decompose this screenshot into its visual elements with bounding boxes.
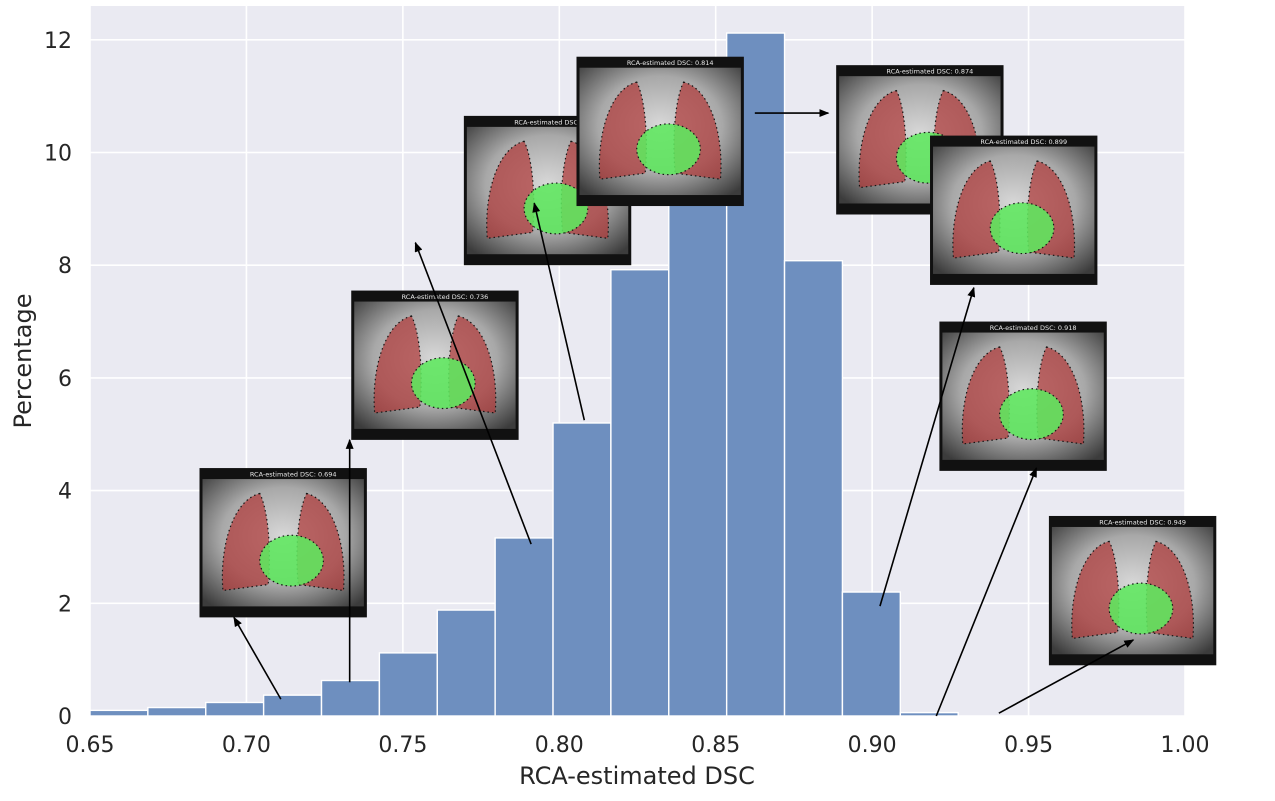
histogram-bar (147, 706, 207, 717)
x-tick-label: 0.85 (691, 733, 740, 758)
heart-overlay (259, 534, 324, 587)
histogram-bar (262, 694, 323, 717)
thumbnail-caption: RCA-estimated DSC: 0.736 (402, 293, 489, 301)
annotation-arrow (935, 467, 1038, 717)
histogram-bar (320, 679, 381, 717)
y-tick-label: 6 (58, 367, 72, 392)
thumbnail-caption: RCA-estimated DSC: 0.694 (250, 471, 337, 479)
heart-overlay (989, 202, 1055, 255)
thumbnail-caption: RCA-estimated DSC: 0.899 (980, 138, 1067, 146)
thumbnail-caption: RCA-estimated DSC: 0.949 (1099, 518, 1186, 526)
x-tick-label: 0.95 (1004, 733, 1053, 758)
annotation-arrow (233, 616, 282, 700)
annotation-arrows (233, 109, 1135, 717)
annotation-arrow (879, 286, 976, 607)
histogram-bar (378, 652, 438, 717)
thumbnail-caption: RCA-estimated DSC: 0.918 (990, 324, 1077, 332)
histogram-bar (783, 259, 844, 717)
histogram-bar (841, 591, 902, 717)
xray-thumbnail: RCA-estimated DSC: 0.694 (199, 468, 367, 618)
x-tick-label: 0.80 (535, 733, 584, 758)
xray-thumbnail: RCA-estimated DSC: 0.814 (576, 56, 744, 207)
xray-thumbnail: RCA-estimated DSC: 0.736 (351, 290, 519, 440)
thumbnail-caption: RCA-estimated DSC: 0.786 (514, 118, 601, 126)
annotation-arrow (532, 202, 586, 421)
xray-thumbnail: RCA-estimated DSC: 0.949 (1048, 515, 1217, 666)
histogram-bar (205, 701, 265, 717)
thumbnail-caption: RCA-estimated DSC: 0.874 (887, 68, 974, 76)
heart-overlay (999, 388, 1064, 441)
histogram-bar (899, 711, 959, 717)
y-tick-label: 12 (44, 29, 72, 54)
heart-overlay (523, 182, 589, 235)
y-tick-label: 2 (58, 592, 72, 617)
y-tick-label: 8 (58, 254, 72, 279)
lung-overlay (221, 492, 270, 592)
heart-overlay (1108, 582, 1174, 635)
lung-overlay (373, 315, 422, 414)
histogram-bars (89, 32, 959, 717)
lung-overlay (1071, 540, 1120, 640)
x-tick-label: 0.70 (222, 733, 271, 758)
histogram-bar (436, 609, 496, 717)
y-axis-label: Percentage (9, 293, 37, 428)
y-tick-label: 10 (44, 142, 72, 167)
xray-thumbnail: RCA-estimated DSC: 0.899 (930, 135, 1098, 285)
y-tick-label: 0 (58, 705, 72, 730)
lung-overlay (486, 140, 535, 240)
x-tick-label: 0.75 (378, 733, 427, 758)
lung-overlay (961, 346, 1010, 445)
xray-thumbnail: RCA-estimated DSC: 0.918 (939, 321, 1107, 471)
lung-overlay (952, 160, 1001, 259)
x-tick-labels: 0.65 0.70 0.75 0.80 0.85 0.90 0.95 1.00 (66, 733, 1210, 758)
histogram-bar (552, 422, 612, 717)
xray-thumbnails: RCA-estimated DSC: 0.694 RCA-estimated DS… (199, 56, 1217, 666)
histogram-bar (494, 537, 554, 717)
annotation-arrow (998, 639, 1135, 714)
annotation-arrow (414, 241, 532, 545)
x-tick-label: 0.90 (848, 733, 897, 758)
lung-overlay (858, 89, 907, 189)
thumbnail-caption: RCA-estimated DSC: 0.814 (627, 59, 714, 67)
y-tick-label: 4 (58, 480, 72, 505)
y-tick-labels: 0 2 4 6 8 10 12 (44, 29, 72, 730)
lung-overlay (598, 81, 647, 180)
histogram-bar (610, 269, 670, 717)
x-tick-label: 1.00 (1161, 733, 1210, 758)
heart-overlay (410, 357, 476, 410)
x-axis-label: RCA-estimated DSC (519, 762, 755, 790)
x-tick-label: 0.65 (66, 733, 115, 758)
heart-overlay (636, 123, 701, 176)
histogram-bar (89, 709, 149, 717)
